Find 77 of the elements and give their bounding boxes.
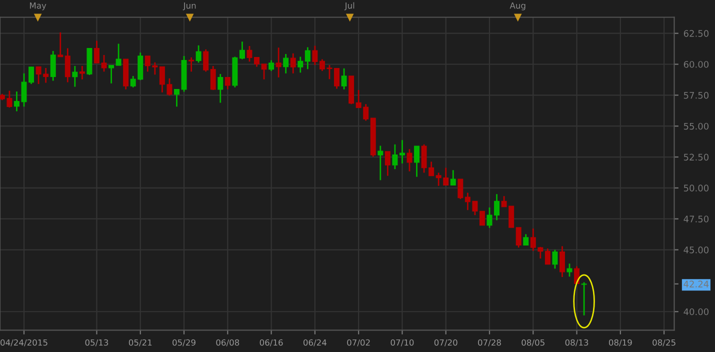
- text: Aug: [510, 2, 526, 10]
- candlestick: [450, 169, 456, 186]
- candlestick: [21, 72, 27, 108]
- text: May: [30, 2, 46, 10]
- candlestick: [378, 145, 384, 181]
- candlestick: [203, 48, 209, 72]
- candlestick: [64, 48, 70, 83]
- candlestick: [458, 178, 464, 200]
- candlestick: [552, 249, 558, 270]
- x-tick-label: 05/13: [85, 339, 108, 346]
- y-tick-label: 55.00: [684, 122, 709, 130]
- y-tick-label: 45.00: [684, 246, 709, 254]
- candlestick: [50, 50, 56, 82]
- x-tick-label: 06/08: [216, 339, 240, 346]
- y-tick-label: 52.50: [684, 154, 709, 161]
- x-tick-label: 07/28: [478, 339, 501, 346]
- candlestick: [283, 53, 289, 74]
- candlestick: [276, 46, 282, 78]
- candlestick: [28, 66, 34, 85]
- candlestick: [210, 65, 216, 91]
- candlestick: [290, 52, 296, 74]
- x-tick-label: 08/05: [522, 339, 544, 346]
- y-tick-label: 60.00: [684, 60, 709, 68]
- text: Jun: [182, 2, 196, 10]
- candlestick: [224, 76, 230, 90]
- candlestick: [108, 64, 114, 84]
- candlestick: [174, 88, 180, 108]
- candlestick: [218, 73, 224, 104]
- x-tick-label: 07/10: [390, 339, 414, 346]
- x-tick-label: 05/29: [172, 339, 196, 346]
- candlestick: [196, 44, 202, 64]
- y-tick-label: 57.50: [684, 92, 709, 99]
- candlestick: [494, 193, 500, 221]
- candlestick: [261, 63, 267, 80]
- candlestick: [101, 54, 107, 72]
- y-tick-label: 50.00: [684, 184, 709, 192]
- candlestick: [392, 144, 398, 170]
- candlestick: [581, 282, 587, 316]
- y-tick-label: 42.24: [684, 280, 709, 288]
- candlestick: [254, 56, 260, 68]
- candlestick: [94, 40, 100, 64]
- candlestick: [312, 45, 318, 66]
- y-tick-label: 40.00: [684, 308, 709, 316]
- x-tick-label: 04/24/2015: [0, 339, 48, 346]
- x-tick-label: 08/19: [608, 339, 632, 346]
- candlestick: [14, 90, 20, 112]
- x-tick-label: 08/13: [565, 339, 588, 346]
- y-tick-label: 47.50: [684, 216, 709, 222]
- x-tick-label: 07/02: [347, 339, 370, 346]
- candlestick: [559, 246, 565, 278]
- candlestick: [479, 210, 485, 226]
- x-tick-label: 05/21: [128, 339, 152, 346]
- x-tick-label: 08/25: [652, 339, 676, 346]
- y-tick-label: 62.50: [684, 30, 709, 37]
- candlestick: [406, 148, 412, 172]
- candlestick: [304, 46, 310, 70]
- x-tick-label: 06/16: [260, 339, 283, 346]
- candlestick: [116, 43, 122, 66]
- candlestick: [188, 56, 194, 72]
- text: Jul: [344, 2, 354, 10]
- candlestick: [544, 248, 550, 265]
- candlestick: [298, 56, 304, 74]
- candlestick: [384, 150, 390, 177]
- candlestick: [523, 234, 529, 246]
- candlestick: [72, 65, 78, 88]
- candlestick: [414, 145, 420, 178]
- candlestick: [566, 262, 572, 278]
- candlestick: [334, 68, 340, 90]
- candlestick: [246, 45, 252, 62]
- candlestick: [58, 32, 64, 58]
- x-tick-label: 07/20: [434, 339, 458, 346]
- candlestick: [268, 60, 274, 72]
- candlestick: [516, 226, 522, 248]
- candlestick: [239, 40, 245, 60]
- candlestick: [399, 139, 405, 164]
- x-tick-label: 06/24: [303, 339, 326, 346]
- candlestick: [341, 68, 347, 90]
